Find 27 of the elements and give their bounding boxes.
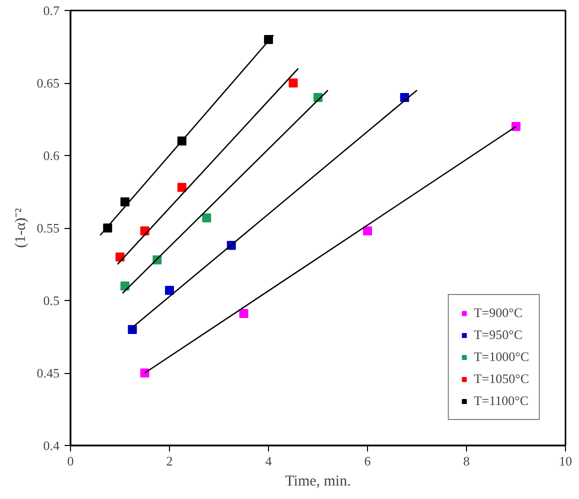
y-tick-label: 0.45 (36, 366, 60, 380)
x-tick-label: 10 (559, 454, 572, 468)
x-tick-label: 6 (364, 454, 372, 468)
point (239, 309, 248, 318)
x-axis-title: Time, min. (285, 474, 351, 490)
y-tick-label: 0.5 (43, 293, 60, 308)
legend-label: T=900°C (474, 305, 522, 321)
legend-label: T=950°C (474, 327, 522, 343)
y-tick-label: 0.4 (43, 438, 60, 453)
legend-label: T=1050°C (474, 371, 529, 387)
y-tick-label: 0.7 (43, 3, 60, 18)
point (120, 197, 130, 206)
point (165, 286, 174, 295)
x-tick-label: 8 (463, 454, 470, 468)
point (288, 78, 298, 88)
legend-label: T=1100°C (474, 393, 529, 409)
y-axis-title: (1-α)⁻² (12, 208, 29, 248)
point (202, 213, 212, 222)
y-tick-label: 0.6 (43, 148, 60, 163)
point (177, 182, 186, 192)
x-tick-label: 4 (265, 454, 272, 468)
y-tick-label: 0.55 (36, 220, 60, 236)
legend-label: T=1000°C (474, 349, 529, 365)
point (363, 226, 372, 236)
x-tick-label: 2 (166, 454, 173, 468)
y-tick-label: 0.65 (36, 76, 60, 90)
x-tick-label: 0 (67, 454, 74, 468)
